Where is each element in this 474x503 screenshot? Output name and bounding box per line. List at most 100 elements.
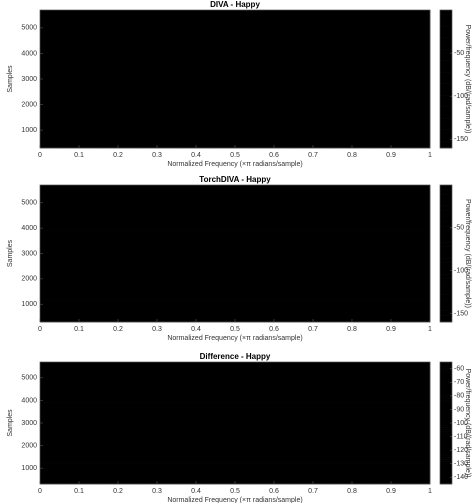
colorbar-step	[440, 437, 452, 440]
heatmap-cell	[410, 423, 431, 444]
x-axis-label: Normalized Frequency (×π radians/sample)	[167, 161, 302, 168]
heatmap-cell	[235, 207, 255, 231]
heatmap-cell	[40, 253, 60, 277]
heatmap-cell	[332, 382, 353, 403]
colorbar-step	[440, 120, 452, 123]
colorbar-frame	[439, 9, 453, 149]
heatmap-cell	[157, 125, 177, 149]
colorbar-step	[440, 111, 452, 114]
heatmap-cell	[176, 230, 197, 254]
heatmap-cell	[371, 362, 392, 383]
heatmap-cell	[157, 443, 177, 464]
heatmap-cell	[98, 10, 119, 34]
x-tick-label: 0.3	[152, 152, 162, 159]
heatmap-cell	[215, 276, 236, 300]
heatmap-cell	[118, 362, 138, 383]
colorbar-step	[440, 113, 452, 117]
heatmap-cell	[313, 423, 333, 444]
heatmap-cell	[137, 276, 158, 300]
heatmap-cell	[196, 443, 216, 464]
colorbar-step	[440, 477, 452, 481]
heatmap-cell	[293, 402, 314, 424]
heatmap-cell	[332, 207, 353, 231]
colorbar-step	[440, 226, 452, 229]
colorbar-tick-label: -100	[454, 93, 468, 100]
heatmap-cell	[98, 276, 119, 300]
heatmap-cell	[98, 56, 119, 80]
heatmap-cell	[215, 362, 236, 383]
heatmap-cell	[98, 402, 119, 424]
heatmap-cell	[410, 253, 431, 277]
x-tick-label: 0.1	[74, 326, 84, 333]
heatmap-cell	[274, 253, 294, 277]
heatmap-cell	[196, 230, 216, 254]
colorbar-step	[440, 364, 452, 367]
heatmap-cell	[352, 185, 372, 209]
y-tick-label: 1000	[21, 465, 37, 472]
colorbar-step	[440, 473, 452, 477]
colorbar-step	[440, 264, 452, 268]
colorbar-step	[440, 21, 452, 25]
colorbar-tick-label: -90	[454, 406, 464, 413]
colorbar-step	[440, 447, 452, 450]
colorbar-step	[440, 104, 452, 107]
colorbar-step	[440, 374, 452, 377]
heatmap-cell	[118, 185, 138, 209]
heatmap-cell	[235, 185, 255, 209]
y-tick-label: 5000	[21, 200, 37, 207]
heatmap-cell	[59, 299, 80, 323]
x-tick-label: 0.4	[191, 488, 201, 495]
colorbar-step	[440, 303, 452, 307]
heatmap-cell	[118, 79, 138, 103]
colorbar-tick-label: -50	[454, 50, 464, 57]
x-axis-label: Normalized Frequency (×π radians/sample)	[167, 335, 302, 342]
heatmap-cell	[313, 207, 333, 231]
colorbar-tick-label: -100	[454, 420, 468, 427]
y-tick-label: 4000	[21, 50, 37, 57]
colorbar-step	[440, 372, 452, 375]
heatmap-cell	[274, 276, 294, 300]
y-tick-label: 2000	[21, 101, 37, 108]
heatmap-cell	[215, 207, 236, 231]
heatmap-cell	[313, 443, 333, 464]
colorbar-step	[440, 129, 452, 133]
y-axis-label: Samples	[7, 409, 14, 437]
heatmap-cell	[98, 207, 119, 231]
heatmap-cell	[352, 230, 372, 254]
heatmap-cell	[40, 79, 60, 103]
heatmap-cell	[371, 402, 392, 424]
heatmap-cell	[235, 125, 255, 149]
colorbar-step	[440, 471, 452, 475]
colorbar-step	[440, 455, 452, 458]
heatmap-cell	[391, 230, 411, 254]
heatmap-cell	[137, 125, 158, 149]
heatmap-cell	[313, 33, 333, 57]
colorbar-step	[440, 283, 452, 286]
colorbar-step	[440, 56, 452, 59]
heatmap-cell	[254, 10, 275, 34]
heatmap-cell	[352, 299, 372, 323]
colorbar-step	[440, 235, 452, 238]
colorbar-step	[440, 134, 452, 137]
x-tick-label: 0.8	[347, 488, 357, 495]
colorbar-step	[440, 207, 452, 211]
colorbar-step	[440, 72, 452, 75]
heatmap-cell	[215, 125, 236, 149]
heatmap-cell	[196, 299, 216, 323]
heatmap-cell	[410, 102, 431, 126]
colorbar-step	[440, 23, 452, 27]
heatmap-cell	[215, 463, 236, 485]
x-tick-label: 0.9	[386, 488, 396, 495]
colorbar-step	[440, 453, 452, 456]
heatmap-cell	[79, 56, 99, 80]
heatmap-cell	[118, 463, 138, 485]
colorbar-step	[440, 237, 452, 241]
colorbar-step	[440, 451, 452, 454]
colorbar-step	[440, 382, 452, 385]
colorbar-step	[440, 439, 452, 442]
heatmap-cell	[313, 402, 333, 424]
heatmap-cell	[274, 185, 294, 209]
heatmap-cell	[137, 79, 158, 103]
y-tick-label: 3000	[21, 76, 37, 83]
